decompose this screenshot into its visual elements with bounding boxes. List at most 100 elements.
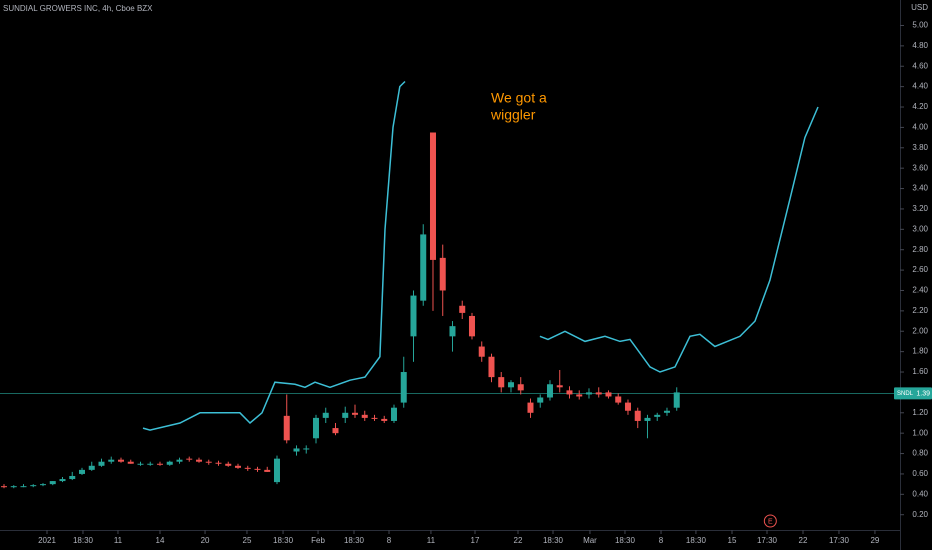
candle-body xyxy=(361,414,368,418)
candle-body xyxy=(186,458,193,460)
x-tick-label: 17 xyxy=(471,536,480,545)
candle-body xyxy=(127,461,134,464)
candle-body xyxy=(381,418,388,421)
candle-body xyxy=(234,465,241,468)
candle-body xyxy=(117,459,124,462)
candle-body xyxy=(59,479,66,482)
x-tick-label: 22 xyxy=(514,536,523,545)
candle-body xyxy=(654,414,661,417)
candle-body xyxy=(20,486,27,488)
x-tick-label: 11 xyxy=(427,536,436,545)
candle-body xyxy=(108,459,115,462)
candle-body xyxy=(488,356,495,378)
candle-body xyxy=(273,458,280,483)
x-tick-label: 17:30 xyxy=(829,536,850,545)
candle-body xyxy=(459,305,466,313)
y-tick-label: 1.80 xyxy=(912,347,928,356)
x-tick-label: 8 xyxy=(387,536,392,545)
candle-body xyxy=(400,372,407,403)
y-tick-label: 3.40 xyxy=(912,184,928,193)
candle-body xyxy=(420,234,427,301)
candle-body xyxy=(527,402,534,413)
candle-body xyxy=(478,346,485,357)
x-tick-label: 18:30 xyxy=(543,536,564,545)
candle-body xyxy=(69,475,76,480)
y-tick-label: 4.80 xyxy=(912,41,928,50)
y-tick-label: 1.00 xyxy=(912,428,928,437)
candle-body xyxy=(585,392,592,395)
candle-body xyxy=(439,257,446,291)
y-tick-label: 4.00 xyxy=(912,123,928,132)
candle-body xyxy=(517,384,524,391)
candle-body xyxy=(605,392,612,397)
earnings-icon xyxy=(763,514,777,528)
price-label-bg xyxy=(894,387,932,400)
x-tick-label: 20 xyxy=(201,536,210,545)
candle-body xyxy=(342,412,349,418)
candle-body xyxy=(10,486,17,488)
y-tick-label: 1.20 xyxy=(912,408,928,417)
candle-body xyxy=(507,382,514,388)
candle-body xyxy=(78,469,85,474)
candle-body xyxy=(205,461,212,463)
candle-body xyxy=(137,463,144,465)
annotation: wiggler xyxy=(490,107,536,123)
candle-body xyxy=(429,132,436,260)
x-tick-label: 18:30 xyxy=(615,536,636,545)
y-tick-label: 3.60 xyxy=(912,163,928,172)
y-tick-label: 3.00 xyxy=(912,224,928,233)
candle-body xyxy=(176,459,183,462)
x-tick-label: 18:30 xyxy=(273,536,294,545)
y-tick-label: 2.60 xyxy=(912,265,928,274)
annotation: We got a xyxy=(491,90,547,106)
x-tick-label: 29 xyxy=(870,536,879,545)
y-tick-label: 2.20 xyxy=(912,306,928,315)
candle-body xyxy=(576,394,583,397)
x-tick-label: 18:30 xyxy=(344,536,365,545)
x-tick-label: 18:30 xyxy=(686,536,707,545)
candle-body xyxy=(215,462,222,464)
candle-body xyxy=(312,417,319,439)
candle-body xyxy=(225,463,232,466)
candle-body xyxy=(39,484,46,486)
x-tick-label: 18:30 xyxy=(73,536,94,545)
candle-body xyxy=(254,468,261,470)
y-tick-label: 0.20 xyxy=(912,510,928,519)
y-tick-label: 5.00 xyxy=(912,21,928,30)
candle-body xyxy=(624,402,631,411)
candle-body xyxy=(332,428,339,434)
candle-body xyxy=(556,385,563,388)
x-tick-label: 8 xyxy=(659,536,664,545)
x-tick-label: Feb xyxy=(311,536,325,545)
candle-body xyxy=(644,417,651,421)
candle-body xyxy=(634,410,641,421)
y-tick-label: 0.80 xyxy=(912,449,928,458)
candle-body xyxy=(156,463,163,465)
candle-body xyxy=(303,448,310,450)
y-tick-label: 4.20 xyxy=(912,102,928,111)
y-tick-label: 0.40 xyxy=(912,489,928,498)
price-symbol: SNDL xyxy=(897,391,914,397)
price-value: 1.39 xyxy=(916,390,930,397)
candle-body xyxy=(546,384,553,398)
candle-body xyxy=(88,465,95,470)
y-tick-label: 2.00 xyxy=(912,326,928,335)
candle-body xyxy=(195,459,202,462)
x-tick-label: 17:30 xyxy=(757,536,778,545)
candle-body xyxy=(566,390,573,395)
candle-body xyxy=(663,410,670,413)
candle-body xyxy=(49,481,56,485)
x-tick-label: 11 xyxy=(114,536,123,545)
candle-body xyxy=(30,485,37,487)
candle-body xyxy=(322,412,329,418)
chart-title: SUNDIAL GROWERS INC, 4h, Cboe BZX xyxy=(3,4,153,13)
x-tick-label: 15 xyxy=(728,536,737,545)
candle-body xyxy=(244,467,251,469)
candle-body xyxy=(293,448,300,452)
earnings-label: E xyxy=(768,518,773,525)
x-tick-label: 14 xyxy=(156,536,165,545)
candle-body xyxy=(166,461,173,465)
y-tick-label: 2.80 xyxy=(912,245,928,254)
